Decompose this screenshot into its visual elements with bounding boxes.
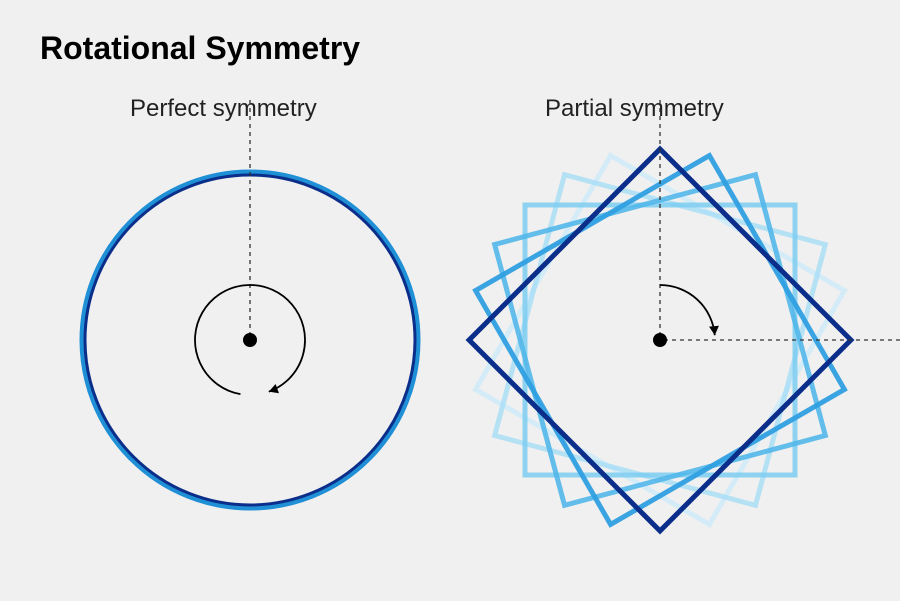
subtitle-perfect: Perfect symmetry xyxy=(130,95,317,123)
subtitle-partial: Partial symmetry xyxy=(545,95,724,123)
figure-perfect xyxy=(60,130,440,550)
page-title: Rotational Symmetry xyxy=(40,30,360,67)
figure-partial xyxy=(460,130,900,550)
diagram-page: Rotational Symmetry Perfect symmetry Par… xyxy=(0,0,900,601)
